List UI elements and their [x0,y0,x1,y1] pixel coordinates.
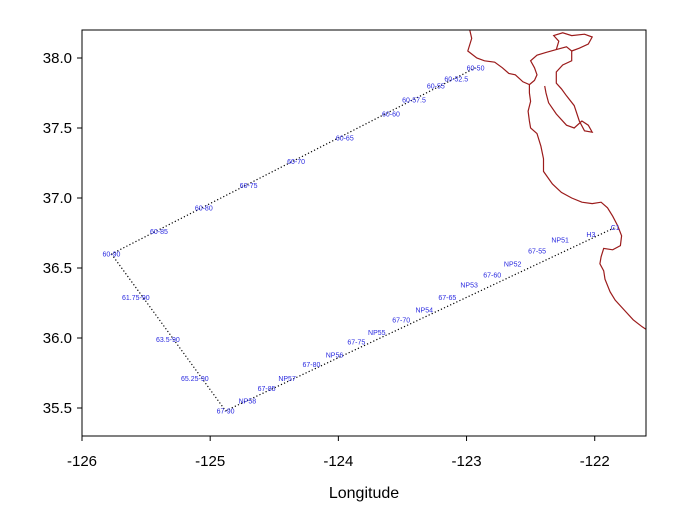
station-label: 60-90 [103,252,121,259]
station-label: 67-80 [302,362,320,369]
station-label: 60-57.5 [402,98,426,105]
x-tick-label: -125 [195,453,225,470]
station-label: 60-60 [382,112,400,119]
station-label: 67-55 [528,249,546,256]
station-label: NP56 [326,352,344,359]
station-label: NP55 [368,330,386,337]
y-tick-label: 38.0 [43,50,72,67]
station-label: 60-50 [467,65,485,72]
bay-north-path [552,32,594,52]
y-tick-label: 35.5 [43,400,72,417]
station-label: 63.5-90 [156,337,180,344]
station-label: 60-75 [240,183,258,190]
y-tick-label: 37.5 [43,120,72,137]
station-label: 67-65 [438,295,456,302]
station-label: 67-70 [392,317,410,324]
station-label: 60-70 [287,159,305,166]
station-label: 60-52.5 [444,77,468,84]
y-tick-label: 36.0 [43,330,72,347]
station-label: 61.75-90 [122,295,150,302]
station-label: NP57 [278,376,296,383]
station-label: 67-75 [347,340,365,347]
station-label: 60-85 [150,229,168,236]
station-label: NP53 [460,282,478,289]
x-tick-label: -123 [452,453,482,470]
x-axis-title: Longitude [329,485,399,502]
bay-coastline-path [529,46,594,134]
station-label: NP52 [504,261,522,268]
x-tick-label: -124 [323,453,353,470]
track-segment [225,226,616,412]
y-tick-label: 37.0 [43,190,72,207]
station-label: C1 [611,225,620,232]
station-label: 60-80 [195,205,213,212]
track-segment [110,253,227,412]
station-label: 67-60 [483,273,501,280]
station-label: 65.25-90 [181,376,209,383]
station-label: NP54 [415,308,433,315]
y-tick-label: 36.5 [43,260,72,277]
station-label: NP51 [551,238,569,245]
coastline-layer [467,30,646,331]
station-label: 67-85 [258,386,276,393]
station-label: 60-65 [336,135,354,142]
cruise-track-layer [110,67,616,412]
track-segment [111,67,476,255]
axis-layer: -126 -125 -124 -123 -122 35.5 36.0 36.5 37.0 37.5… [43,50,610,470]
coastline-path [467,30,646,331]
station-label: 60-55 [427,84,445,91]
station-label: H3 [586,232,595,239]
x-tick-label: -122 [580,453,610,470]
station-label: NP58 [239,399,257,406]
plot-frame [81,29,647,437]
x-tick-label: -126 [67,453,97,470]
station-label: 67-90 [217,408,235,415]
